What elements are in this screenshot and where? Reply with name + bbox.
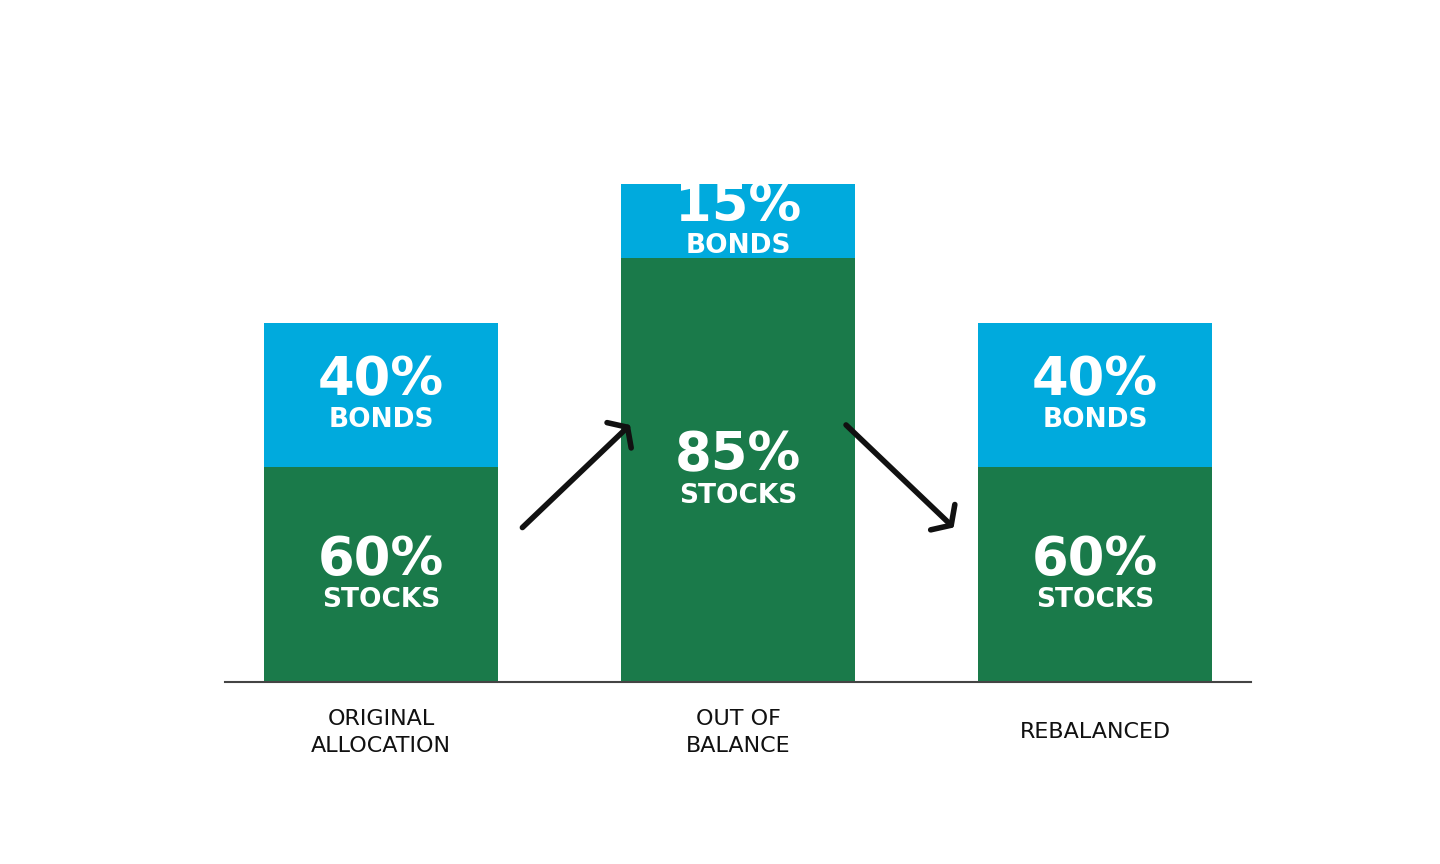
Text: REBALANCED: REBALANCED <box>1020 722 1171 742</box>
Text: 60%: 60% <box>318 534 444 586</box>
Text: BONDS: BONDS <box>1043 407 1148 434</box>
Text: BONDS: BONDS <box>328 407 433 434</box>
Bar <box>978 467 1212 683</box>
Bar <box>264 467 498 683</box>
Text: 40%: 40% <box>1032 354 1158 406</box>
Text: STOCKS: STOCKS <box>321 587 441 613</box>
Bar <box>621 183 855 258</box>
Text: STOCKS: STOCKS <box>1035 587 1155 613</box>
Text: ORIGINAL
ALLOCATION: ORIGINAL ALLOCATION <box>311 709 451 756</box>
Text: 60%: 60% <box>1032 534 1158 586</box>
Text: BONDS: BONDS <box>685 233 791 259</box>
Bar <box>978 323 1212 467</box>
Text: OUT OF
BALANCE: OUT OF BALANCE <box>685 709 791 756</box>
Text: 15%: 15% <box>675 181 801 232</box>
Bar <box>621 258 855 683</box>
Text: 40%: 40% <box>318 354 444 406</box>
Text: STOCKS: STOCKS <box>678 483 798 509</box>
Bar <box>264 323 498 467</box>
Text: 85%: 85% <box>675 429 801 482</box>
